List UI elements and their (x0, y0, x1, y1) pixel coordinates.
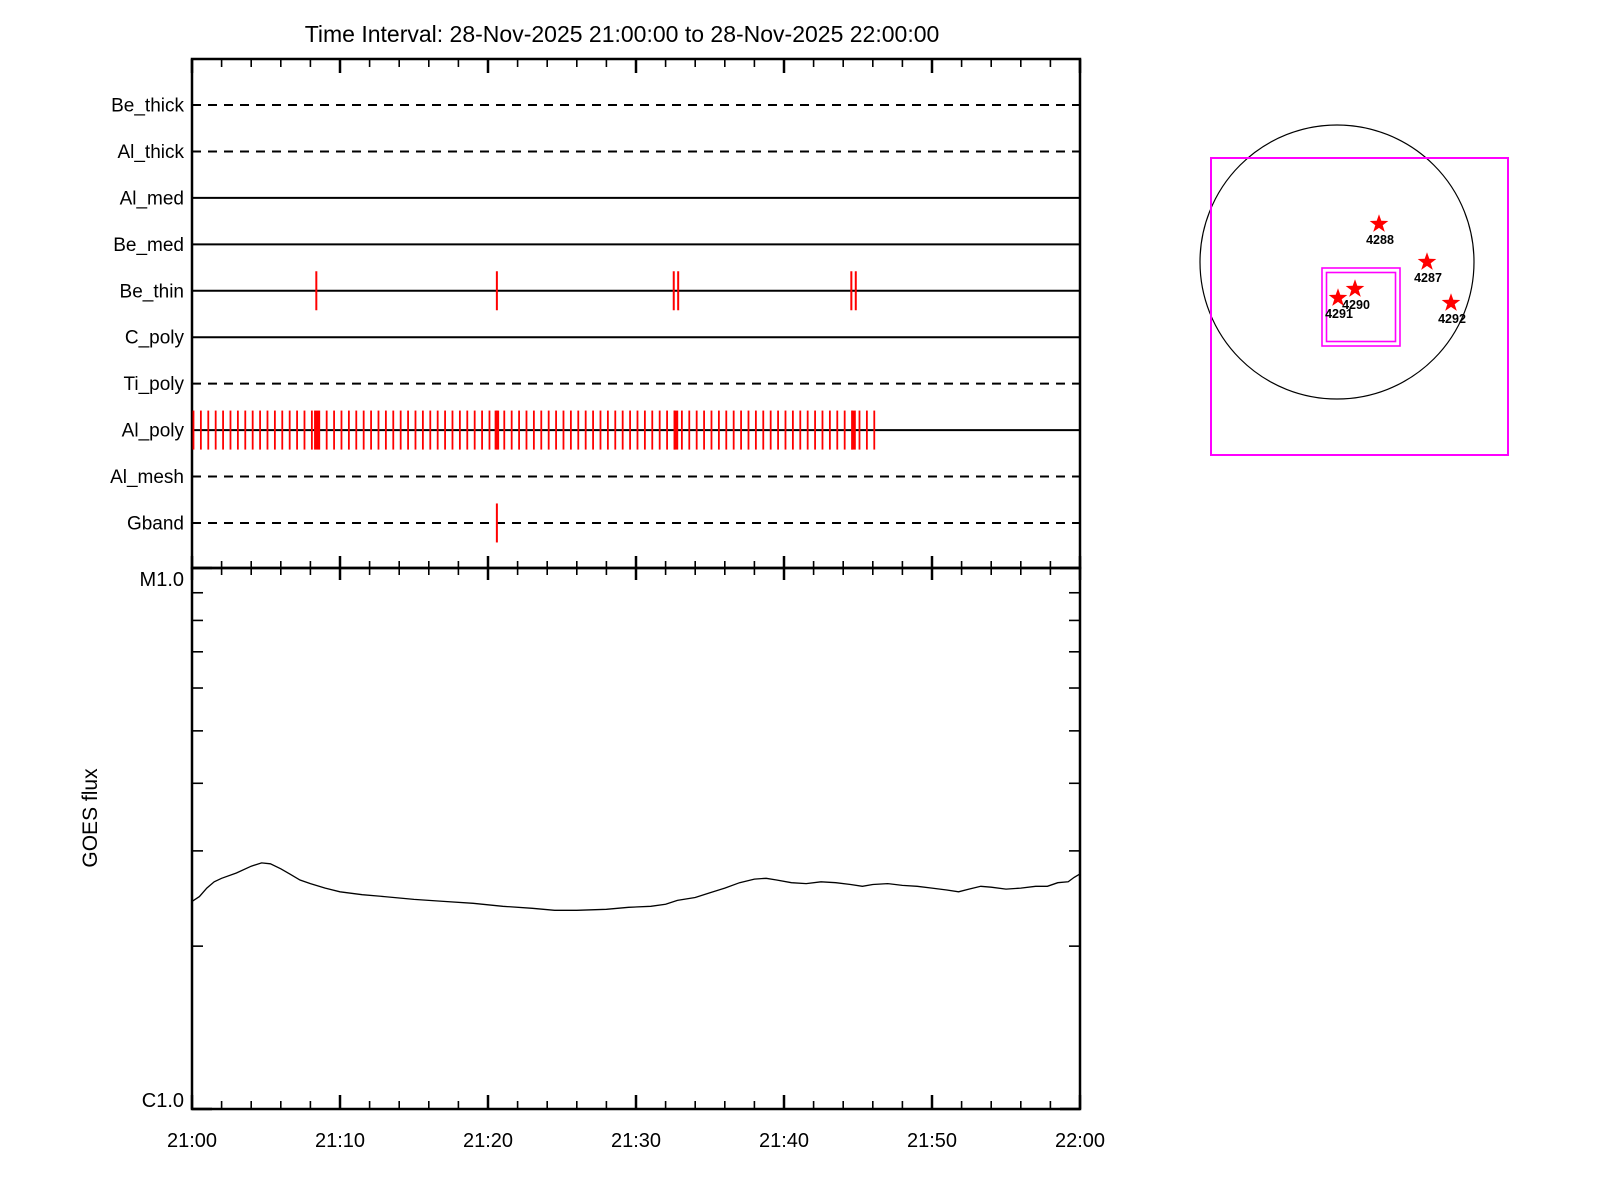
target-box-inner (1325, 271, 1397, 343)
goes-flux-curve (191, 862, 1081, 911)
fov-outer-box (1210, 157, 1509, 456)
solar-limb-circle (1199, 124, 1475, 400)
x-tick-label: 22:00 (1055, 1130, 1105, 1152)
filter-row-label-Al_mesh: Al_mesh (110, 467, 184, 488)
active-region-label-4290: 4290 (1342, 298, 1370, 312)
x-tick-label: 21:20 (463, 1130, 513, 1152)
plot-title: Time Interval: 28-Nov-2025 21:00:00 to 2… (305, 21, 940, 47)
active-region-label-4291: 4291 (1325, 307, 1353, 321)
filter-row-label-Be_thin: Be_thin (120, 281, 184, 302)
goes-y-axis-title: GOES flux (79, 768, 102, 868)
active-region-label-4292: 4292 (1438, 312, 1466, 326)
filter-row-label-Gband: Gband (127, 513, 184, 534)
filter-row-label-Ti_poly: Ti_poly (123, 374, 184, 395)
active-region-label-4288: 4288 (1366, 233, 1394, 247)
goes-panel-frame (190, 566, 1082, 1111)
x-tick-label: 21:00 (167, 1130, 217, 1152)
filter-row-label-C_poly: C_poly (125, 328, 185, 349)
filter-row-label-Al_poly: Al_poly (122, 421, 185, 442)
filter-row-label-Al_med: Al_med (120, 188, 184, 209)
filter-row-label-Be_thick: Be_thick (111, 96, 184, 117)
x-tick-label: 21:50 (907, 1130, 957, 1152)
active-region-star-4291 (1328, 288, 1348, 306)
x-tick-label: 21:40 (759, 1130, 809, 1152)
active-region-star-4290 (1345, 279, 1365, 297)
active-region-star-4287 (1417, 252, 1437, 270)
target-box-outer (1321, 267, 1401, 347)
filter-timeline-panel: Be_thick Al_thick Al_med Be_med Be_thin C_pol… (110, 57, 1082, 580)
x-tick-label: 21:10 (315, 1130, 365, 1152)
filter-row-label-Be_med: Be_med (113, 235, 184, 256)
active-region-label-4287: 4287 (1414, 271, 1442, 285)
goes-y-bottom-label: C1.0 (142, 1090, 184, 1112)
filter-panel-frame (190, 57, 1082, 570)
active-region-star-4288 (1369, 214, 1389, 232)
x-tick-label: 21:30 (611, 1130, 661, 1152)
goes-y-top-label: M1.0 (140, 569, 184, 591)
active-region-star-4292 (1441, 293, 1461, 311)
goes-flux-panel: M1.0 C1.0 GOES flux 21:00 21:10 21:20 21:30… (79, 566, 1105, 1152)
filter-row-label-Al_thick: Al_thick (117, 142, 184, 163)
